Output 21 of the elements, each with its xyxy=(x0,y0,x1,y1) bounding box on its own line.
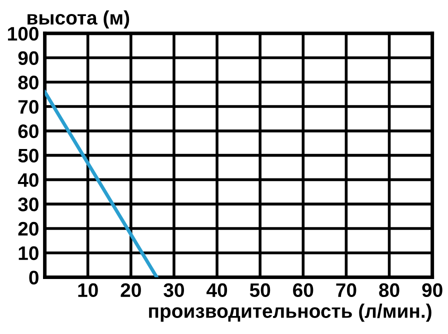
x-tick-label: 50 xyxy=(250,283,270,298)
y-tick-label: 0 xyxy=(29,270,38,284)
x-tick-label: 40 xyxy=(206,283,228,298)
y-tick-label: 90 xyxy=(18,51,38,66)
y-tick-label: 100 xyxy=(8,26,38,41)
x-tick-label: 10 xyxy=(78,283,98,298)
y-tick-label: 80 xyxy=(18,76,38,90)
y-tick-label: 70 xyxy=(18,100,38,114)
x-tick-label: 90 xyxy=(422,283,442,298)
x-tick-label: 80 xyxy=(379,283,400,298)
y-tick-label: 50 xyxy=(18,148,38,163)
x-axis-title: производительность (л/мин.) xyxy=(149,304,432,322)
y-tick-label: 30 xyxy=(18,198,38,212)
x-tick-label: 20 xyxy=(120,283,141,298)
x-tick-label: 70 xyxy=(336,283,356,298)
y-tick-label: 20 xyxy=(18,222,38,236)
x-tick-label: 60 xyxy=(293,283,314,298)
y-tick-label: 10 xyxy=(18,246,38,260)
y-tick-label: 60 xyxy=(18,124,38,138)
y-tick-label: 40 xyxy=(18,173,38,187)
x-tick-label: 30 xyxy=(164,283,184,298)
